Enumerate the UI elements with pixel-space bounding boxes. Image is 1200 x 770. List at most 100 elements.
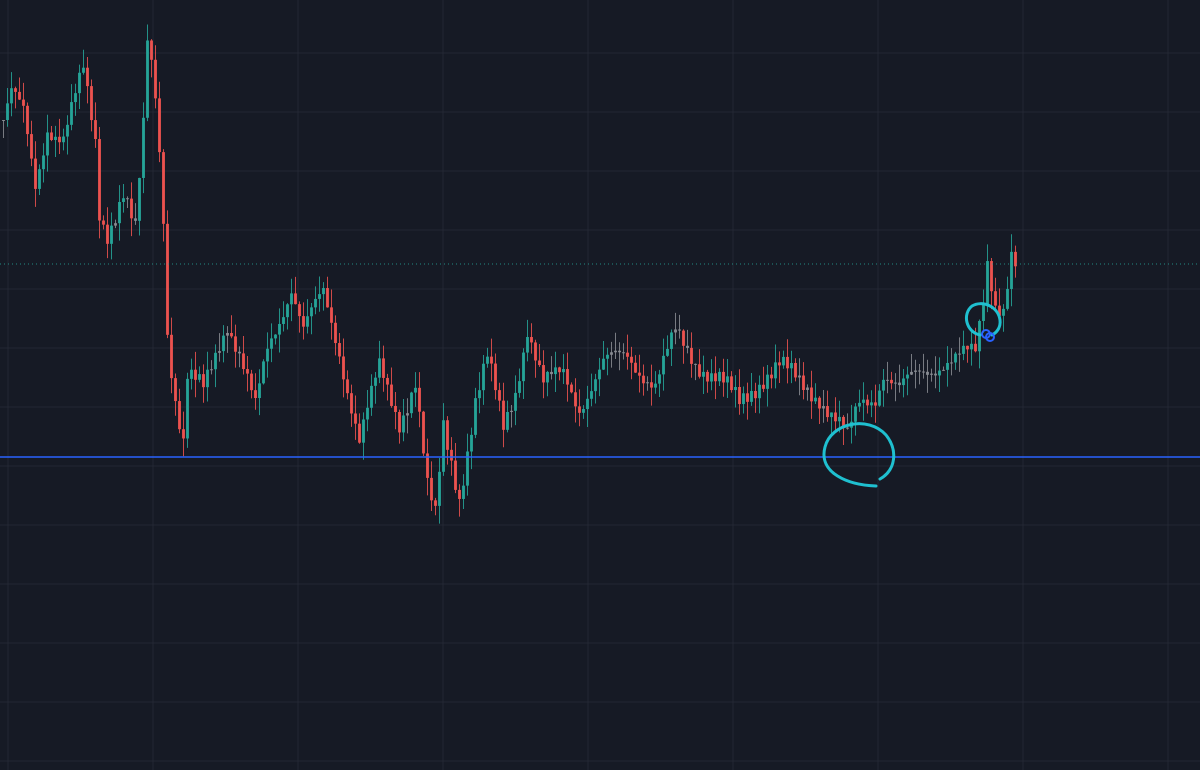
candle-body — [502, 400, 505, 430]
candle-body — [342, 356, 345, 380]
candle-body — [270, 338, 273, 349]
candle-body — [622, 352, 625, 354]
candle-body — [62, 136, 65, 143]
candle-body — [794, 363, 797, 378]
candle-body — [50, 132, 53, 141]
candle-body — [226, 332, 229, 336]
candle-body — [698, 364, 701, 377]
candle-body — [370, 385, 373, 408]
candle-body — [202, 374, 205, 388]
candle-body — [82, 67, 85, 73]
candle-body — [762, 384, 765, 389]
candle-body — [386, 377, 389, 385]
candle-body — [306, 316, 309, 327]
candle-body — [582, 409, 585, 413]
marker-dot[interactable] — [985, 332, 995, 342]
candle-body — [778, 362, 781, 366]
candle-body — [70, 102, 73, 125]
candle-body — [890, 379, 893, 384]
candle-body — [210, 369, 213, 371]
candle-body — [290, 293, 293, 305]
candle-body — [310, 307, 313, 317]
candles — [2, 24, 1017, 524]
candle-body — [982, 303, 985, 321]
candle-body — [790, 363, 793, 369]
hand-drawn-circle[interactable] — [822, 422, 896, 488]
candle-body — [870, 402, 873, 406]
candle-body — [474, 398, 477, 435]
candle-body — [674, 329, 677, 333]
candle-body — [970, 343, 973, 350]
horizontal-lines — [0, 263, 1200, 458]
hand-drawn-circle[interactable] — [964, 302, 1002, 337]
candle-body — [594, 379, 597, 392]
candle-body — [362, 419, 365, 443]
candle-body — [166, 223, 169, 335]
candle-body — [118, 201, 121, 224]
candle-body — [142, 117, 145, 178]
candle-body — [94, 120, 97, 140]
candle-body — [954, 353, 957, 363]
candle-body — [274, 334, 277, 339]
candle-body — [710, 373, 713, 382]
candle-body — [902, 378, 905, 386]
candle-body — [86, 67, 89, 87]
candle-body — [30, 134, 33, 159]
candle-body — [326, 288, 329, 308]
candle-body — [314, 298, 317, 308]
candle-body — [426, 453, 429, 478]
candle-body — [498, 390, 501, 401]
candle-body — [490, 356, 493, 364]
candle-body — [650, 382, 653, 388]
candle-body — [506, 411, 509, 430]
candle-body — [174, 378, 177, 402]
candle-body — [358, 423, 361, 443]
candle-body — [138, 177, 141, 221]
candle-body — [450, 449, 453, 461]
candle-body — [914, 370, 917, 372]
candle-body — [22, 99, 25, 106]
candle-body — [646, 382, 649, 384]
candle-body — [926, 371, 929, 375]
candle-body — [590, 391, 593, 399]
candle-body — [738, 387, 741, 405]
candle-body — [250, 373, 253, 391]
candle-body — [918, 370, 921, 372]
candle-body — [510, 410, 513, 412]
candle-body — [814, 397, 817, 402]
candle-body — [322, 288, 325, 295]
candle-body — [374, 377, 377, 386]
candle-body — [842, 416, 845, 428]
candle-body — [746, 393, 749, 402]
candle-body — [402, 415, 405, 433]
candle-body — [526, 337, 529, 353]
candle-body — [906, 374, 909, 379]
candle-body — [262, 361, 265, 384]
candle-body — [430, 477, 433, 501]
candle-body — [678, 329, 681, 331]
candle-body — [586, 398, 589, 410]
candle-body — [42, 155, 45, 170]
candle-body — [682, 330, 685, 346]
candle-body — [366, 407, 369, 420]
candle-body — [774, 362, 777, 379]
candle-body — [442, 420, 445, 472]
candle-body — [566, 369, 569, 385]
candle-body — [470, 434, 473, 452]
candle-body — [766, 374, 769, 389]
candle-body — [198, 374, 201, 380]
candle-body — [230, 332, 233, 337]
candle-body — [662, 355, 665, 375]
candle-body — [330, 307, 333, 323]
candle-body — [534, 342, 537, 361]
candle-body — [938, 370, 941, 376]
candle-body — [186, 378, 189, 439]
candle-body — [910, 371, 913, 375]
candle-body — [634, 362, 637, 373]
candle-body — [222, 335, 225, 352]
candle-body — [574, 392, 577, 407]
candle-body — [626, 352, 629, 357]
candle-body — [486, 356, 489, 364]
candle-body — [694, 363, 697, 365]
